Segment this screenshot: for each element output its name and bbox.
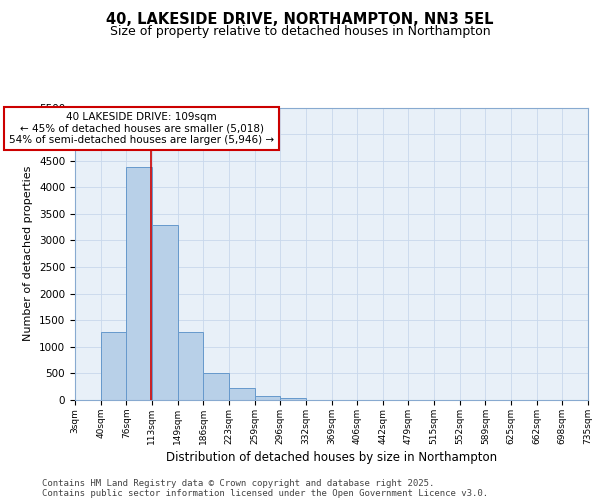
Bar <box>203 374 229 400</box>
Bar <box>229 388 254 400</box>
Bar <box>178 332 203 400</box>
Text: Contains public sector information licensed under the Open Government Licence v3: Contains public sector information licen… <box>42 488 488 498</box>
Bar <box>152 224 178 400</box>
Text: Size of property relative to detached houses in Northampton: Size of property relative to detached ho… <box>110 25 490 38</box>
Text: Contains HM Land Registry data © Crown copyright and database right 2025.: Contains HM Land Registry data © Crown c… <box>42 478 434 488</box>
Text: 40, LAKESIDE DRIVE, NORTHAMPTON, NN3 5EL: 40, LAKESIDE DRIVE, NORTHAMPTON, NN3 5EL <box>106 12 494 28</box>
Y-axis label: Number of detached properties: Number of detached properties <box>23 166 34 342</box>
Bar <box>101 332 127 400</box>
Text: 40 LAKESIDE DRIVE: 109sqm
← 45% of detached houses are smaller (5,018)
54% of se: 40 LAKESIDE DRIVE: 109sqm ← 45% of detac… <box>9 112 274 145</box>
X-axis label: Distribution of detached houses by size in Northampton: Distribution of detached houses by size … <box>166 451 497 464</box>
Bar <box>127 167 152 400</box>
Bar <box>254 396 280 400</box>
Bar <box>280 398 306 400</box>
